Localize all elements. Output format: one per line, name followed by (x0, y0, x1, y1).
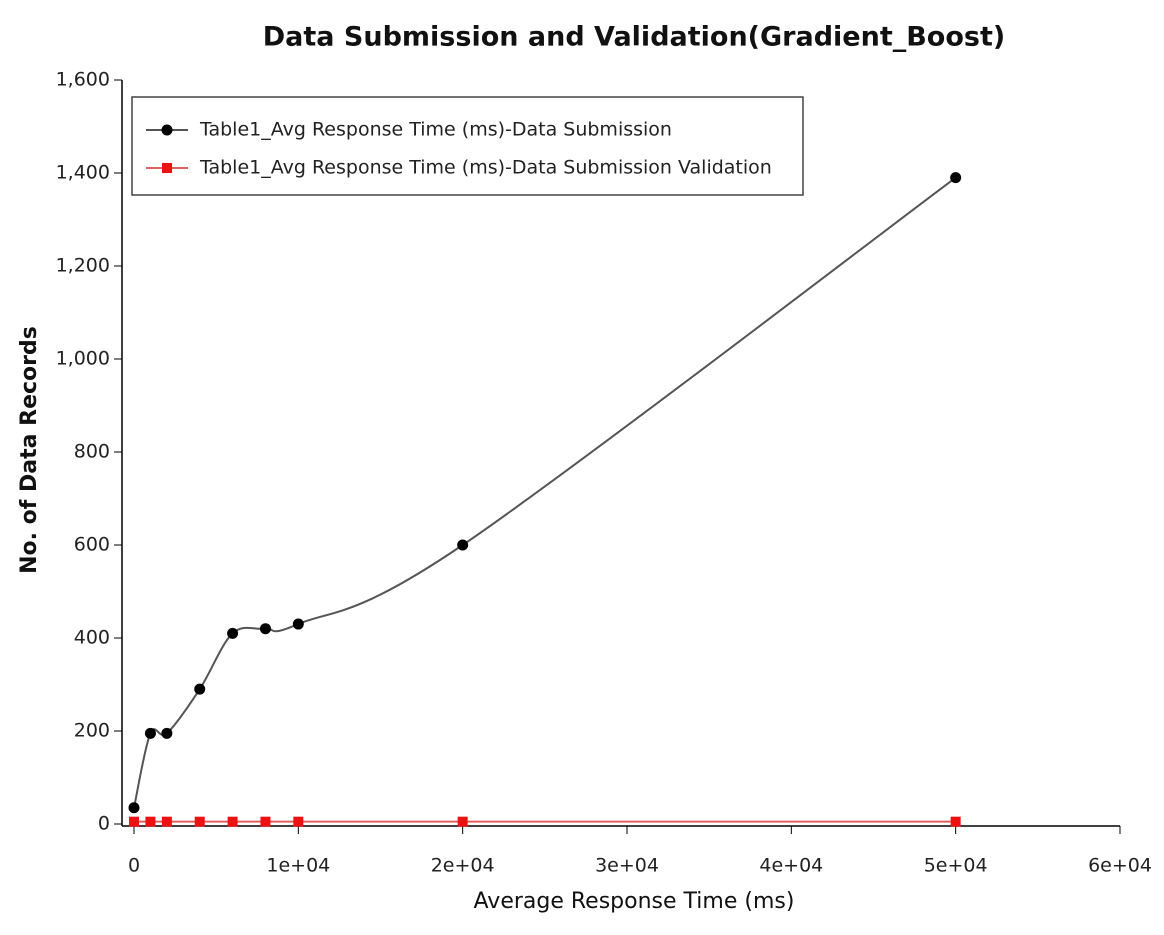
data-point (227, 627, 239, 639)
y-axis-title: No. of Data Records (17, 326, 42, 574)
data-point (227, 816, 238, 827)
y-tick-label: 600 (74, 534, 110, 556)
data-point (144, 727, 156, 739)
data-point (129, 816, 139, 827)
y-tick-label: 1,200 (56, 255, 110, 277)
legend-label: Table1_Avg Response Time (ms)-Data Submi… (199, 119, 672, 141)
x-tick-label: 0 (128, 855, 140, 877)
y-tick-label: 0 (98, 813, 110, 835)
chart-title: Data Submission and Validation(Gradient_… (263, 22, 1005, 53)
x-tick-label: 4e+04 (759, 855, 823, 877)
x-tick-label: 1e+04 (266, 855, 330, 877)
data-point (194, 816, 205, 827)
data-point (145, 816, 156, 827)
data-point (292, 618, 304, 630)
data-point (161, 727, 173, 739)
y-tick-label: 800 (74, 441, 110, 463)
data-point (260, 816, 271, 827)
y-tick-label: 1,400 (56, 162, 110, 184)
y-tick-label: 200 (74, 720, 110, 742)
legend-marker (161, 124, 173, 136)
series-line (133, 176, 957, 808)
y-tick-label: 1,600 (56, 69, 110, 91)
legend-label: Table1_Avg Response Time (ms)-Data Submi… (199, 157, 772, 179)
y-tick-label: 400 (74, 627, 110, 649)
x-axis-title: Average Response Time (ms) (474, 889, 795, 914)
data-point (457, 539, 469, 551)
x-tick-label: 2e+04 (431, 855, 495, 877)
x-tick-label: 3e+04 (595, 855, 659, 877)
data-point (259, 623, 271, 635)
data-point (194, 683, 206, 695)
data-point (128, 802, 140, 814)
data-point (457, 816, 468, 827)
x-tick-label: 6e+04 (1088, 855, 1152, 877)
data-point (161, 816, 172, 827)
data-point (950, 816, 961, 827)
data-point (293, 816, 304, 827)
data-point (950, 172, 962, 184)
legend-box (131, 96, 804, 196)
y-tick-label: 1,000 (56, 348, 110, 370)
legend-marker (162, 163, 172, 173)
x-tick-label: 5e+04 (924, 855, 988, 877)
